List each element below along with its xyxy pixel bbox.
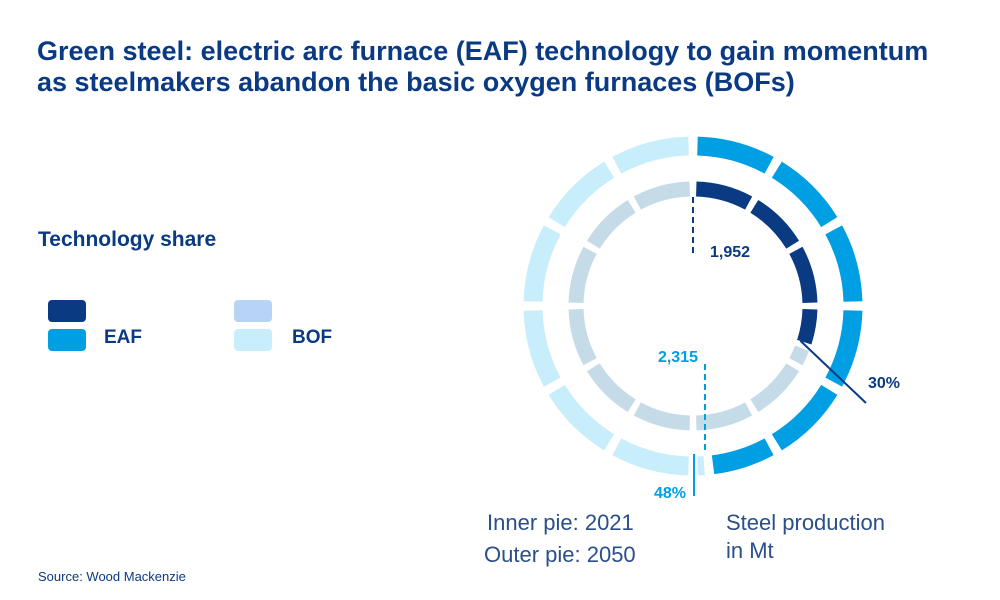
bof-slice-segment-2050: [612, 438, 690, 476]
bof-slice-segment-2050: [548, 161, 615, 228]
eaf-slice-segment-2050: [696, 136, 774, 174]
eaf-slice-segment-2050: [771, 384, 838, 451]
chart-title-line-2: as steelmakers abandon the basic oxygen …: [37, 67, 795, 97]
chart-title-line-1: Green steel: electric arc furnace (EAF) …: [37, 36, 929, 66]
outer-pie-note: Outer pie: 2050: [484, 542, 636, 567]
bof-slice-segment-2021: [568, 308, 597, 366]
legend-label-bof: BOF: [292, 327, 333, 348]
legend-swatch-bof-2050: [234, 329, 272, 351]
legend-title: Technology share: [38, 228, 217, 251]
bof-slice-segment-2050: [523, 309, 561, 387]
bof-slice-segment-2021: [586, 363, 636, 413]
source-note: Source: Wood Mackenzie: [38, 569, 186, 584]
inner-share-label: 30%: [868, 375, 900, 392]
outer-share-label: 48%: [654, 485, 686, 502]
bof-slice-segment-2021: [695, 402, 753, 431]
chart-title: Green steel: electric arc furnace (EAF) …: [37, 36, 977, 98]
unit-note-line-1: Steel production: [726, 510, 885, 535]
bof-slice-segment-2021: [633, 181, 691, 210]
eaf-slice-segment-2021: [797, 308, 818, 345]
outer-total-label: 2,315: [658, 349, 698, 366]
legend-swatch-eaf-2021: [48, 300, 86, 322]
unit-note-line-2: in Mt: [726, 538, 774, 563]
eaf-slice-segment-2050: [771, 161, 838, 228]
bof-slice-segment-2021: [633, 402, 691, 431]
bof-slice-segment-2021: [789, 345, 810, 366]
eaf-slice-segment-2021: [695, 181, 753, 210]
legend-swatch-eaf-2050: [48, 329, 86, 351]
bof-slice-segment-2021: [750, 363, 800, 413]
inner-total-label: 1,952: [710, 244, 750, 261]
bof-slice-segment-2021: [568, 246, 597, 304]
bof-slice-segment-2050: [548, 384, 615, 451]
eaf-slice-segment-2050: [711, 438, 774, 475]
eaf-slice-segment-2050: [825, 309, 863, 387]
inner-share-leader: [799, 340, 867, 404]
inner-pie-note: Inner pie: 2021: [487, 510, 634, 535]
legend-label-eaf: EAF: [104, 327, 142, 348]
bof-slice-segment-2050: [612, 136, 690, 174]
legend-swatch-bof-2021: [234, 300, 272, 322]
eaf-slice-segment-2021: [789, 246, 818, 304]
eaf-slice-segment-2021: [750, 199, 800, 249]
eaf-slice-segment-2050: [825, 225, 863, 303]
bof-slice-segment-2050: [523, 225, 561, 303]
bof-slice-segment-2021: [586, 199, 636, 249]
